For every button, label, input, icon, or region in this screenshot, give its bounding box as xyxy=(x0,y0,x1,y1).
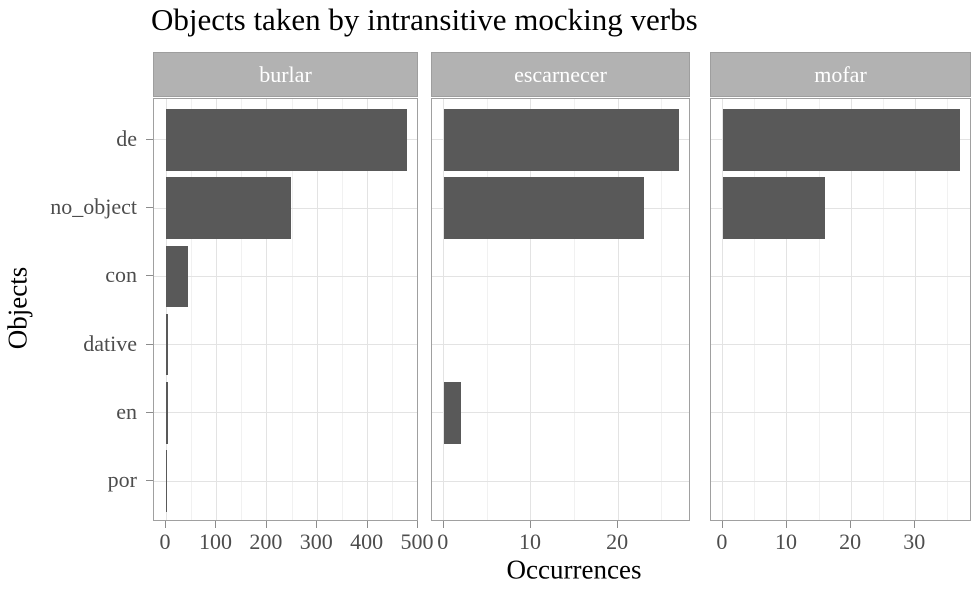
gridline-major-vertical xyxy=(914,99,916,520)
facet-strip-label: mofar xyxy=(814,61,867,87)
gridline-major-horizontal xyxy=(432,275,689,277)
x-axis-tick xyxy=(215,521,217,528)
gridline-major-vertical xyxy=(786,99,788,520)
gridline-minor-vertical xyxy=(574,99,576,520)
gridline-minor-vertical xyxy=(661,99,663,520)
x-axis-tick xyxy=(850,521,852,528)
y-axis-tick xyxy=(146,343,153,345)
gridline-major-vertical xyxy=(316,99,318,520)
facet-strip-label: escarnecer xyxy=(514,61,607,87)
facet-panel xyxy=(153,98,418,521)
y-axis-tick-label: no_object xyxy=(50,194,137,220)
gridline-major-horizontal xyxy=(711,344,970,346)
gridline-major-horizontal xyxy=(154,412,417,414)
y-axis-tick-label: con xyxy=(105,262,137,288)
facet-panel xyxy=(710,98,971,521)
bar xyxy=(166,313,168,376)
y-axis-tick-label: por xyxy=(107,467,137,493)
gridline-minor-vertical xyxy=(291,99,293,520)
gridline-major-horizontal xyxy=(432,480,689,482)
gridline-minor-vertical xyxy=(486,99,488,520)
x-axis-tick xyxy=(165,521,167,528)
x-axis-tick-label: 300 xyxy=(299,529,333,554)
x-axis-tick xyxy=(529,521,531,528)
gridline-major-vertical xyxy=(215,99,217,520)
gridline-minor-vertical xyxy=(818,99,820,520)
gridline-minor-vertical xyxy=(241,99,243,520)
gridline-major-vertical xyxy=(266,99,268,520)
x-axis-tick-label: 20 xyxy=(606,529,629,554)
y-axis-tick-label: dative xyxy=(83,330,137,356)
facet-strip: mofar xyxy=(710,52,971,97)
x-axis-tick-label: 20 xyxy=(839,529,862,554)
gridline-minor-vertical xyxy=(392,99,394,520)
gridline-minor-vertical xyxy=(341,99,343,520)
gridline-minor-vertical xyxy=(190,99,192,520)
x-axis-tick-label: 200 xyxy=(249,529,283,554)
bar xyxy=(166,177,292,239)
x-axis-tick xyxy=(366,521,368,528)
x-axis-tick xyxy=(417,521,419,528)
x-axis-tick-label: 100 xyxy=(198,529,232,554)
x-axis-tick xyxy=(785,521,787,528)
y-axis-tick xyxy=(146,275,153,277)
x-axis-tick-label: 0 xyxy=(716,529,728,554)
gridline-minor-vertical xyxy=(754,99,756,520)
x-axis-tick xyxy=(442,521,444,528)
x-axis-tick-label: 10 xyxy=(518,529,541,554)
x-axis-tick-label: 400 xyxy=(350,529,384,554)
y-axis-tick xyxy=(146,207,153,209)
x-axis-tick-label: 500 xyxy=(400,529,434,554)
gridline-major-vertical xyxy=(617,99,619,520)
facet-panel xyxy=(431,98,690,521)
facet-strip: burlar xyxy=(153,52,418,97)
y-axis-tick-label: de xyxy=(116,125,137,151)
bar xyxy=(166,109,407,171)
gridline-minor-vertical xyxy=(882,99,884,520)
x-axis-tick xyxy=(914,521,916,528)
bar xyxy=(443,177,645,239)
x-axis-title: Occurrences xyxy=(506,554,642,585)
y-axis-tick xyxy=(146,138,153,140)
bar xyxy=(443,109,680,171)
gridline-major-horizontal xyxy=(432,344,689,346)
y-axis-tick xyxy=(146,480,153,482)
y-axis-tick xyxy=(146,411,153,413)
x-axis-tick xyxy=(265,521,267,528)
bar xyxy=(443,382,462,444)
gridline-major-horizontal xyxy=(711,207,970,209)
gridline-major-vertical xyxy=(850,99,852,520)
x-axis-tick-label: 30 xyxy=(903,529,926,554)
bar xyxy=(166,245,189,308)
bar xyxy=(166,382,168,444)
x-axis-tick-label: 0 xyxy=(159,529,171,554)
gridline-major-horizontal xyxy=(711,412,970,414)
x-axis-tick-label: 10 xyxy=(774,529,797,554)
gridline-major-horizontal xyxy=(711,480,970,482)
gridline-major-vertical xyxy=(443,99,445,520)
x-axis-tick xyxy=(721,521,723,528)
gridline-major-vertical xyxy=(367,99,369,520)
bar xyxy=(722,177,826,239)
x-axis-tick xyxy=(316,521,318,528)
x-axis-tick-label: 0 xyxy=(437,529,449,554)
facet-strip-label: burlar xyxy=(259,61,312,87)
gridline-major-vertical xyxy=(165,99,167,520)
chart-title: Objects taken by intransitive mocking ve… xyxy=(151,2,698,37)
gridline-minor-vertical xyxy=(946,99,948,520)
bar xyxy=(166,450,167,512)
facet-strip: escarnecer xyxy=(431,52,690,97)
gridline-major-vertical xyxy=(722,99,724,520)
y-axis-tick-label: en xyxy=(116,398,137,424)
bar xyxy=(722,109,961,171)
gridline-major-horizontal xyxy=(432,412,689,414)
gridline-major-horizontal xyxy=(154,275,417,277)
gridline-major-horizontal xyxy=(711,275,970,277)
x-axis-tick xyxy=(617,521,619,528)
gridline-major-horizontal xyxy=(154,480,417,482)
gridline-major-vertical xyxy=(530,99,532,520)
gridline-major-horizontal xyxy=(154,344,417,346)
